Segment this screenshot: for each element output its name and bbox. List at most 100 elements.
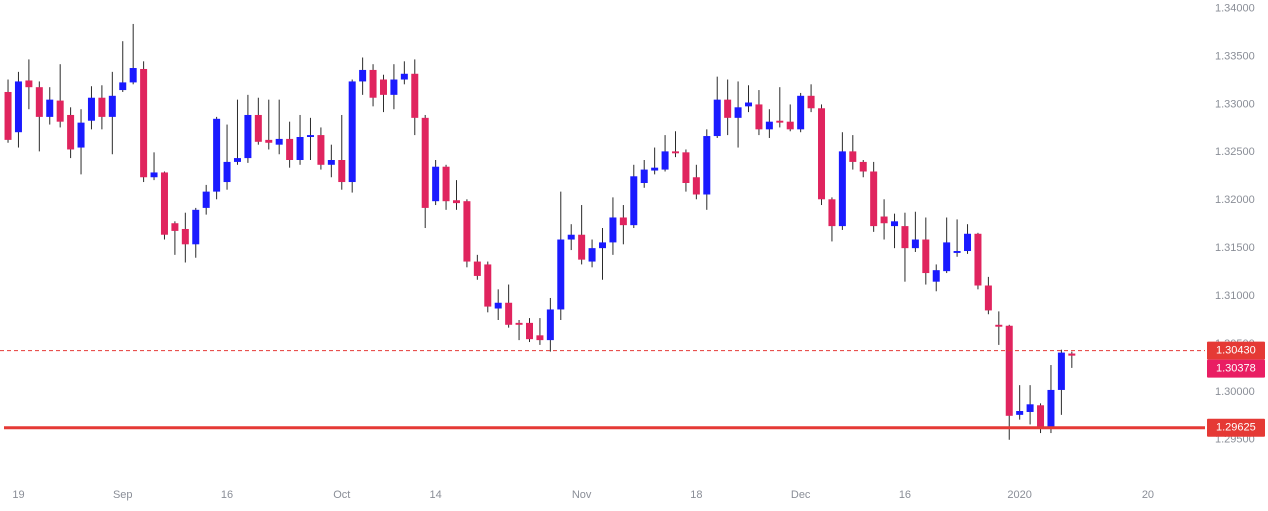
candle-body bbox=[129, 68, 137, 83]
x-tick-label: 18 bbox=[690, 489, 702, 501]
price-tag bbox=[1207, 359, 1265, 378]
candle-body bbox=[984, 285, 992, 311]
price-tag-label: 1.30378 bbox=[1216, 363, 1256, 375]
candle-body bbox=[692, 177, 700, 195]
candle-body bbox=[1057, 352, 1065, 390]
y-tick-label: 1.34000 bbox=[1215, 3, 1255, 15]
candle-body bbox=[995, 324, 1003, 327]
candle-body bbox=[651, 167, 659, 171]
candle-body bbox=[807, 95, 815, 109]
candle-body bbox=[640, 169, 648, 183]
candle-body bbox=[432, 166, 440, 202]
candle-body bbox=[275, 138, 283, 145]
candle-body bbox=[494, 302, 502, 309]
candle-body bbox=[599, 242, 606, 249]
candle-body bbox=[244, 114, 252, 159]
candle-body bbox=[181, 228, 189, 245]
candle-body bbox=[4, 91, 12, 140]
candle-body bbox=[400, 73, 408, 80]
candle-body bbox=[452, 200, 460, 204]
price-tag-label: 1.30430 bbox=[1216, 345, 1256, 357]
candle-body bbox=[233, 158, 241, 162]
candle-body bbox=[56, 100, 64, 122]
candle-body bbox=[87, 97, 95, 121]
candle-body bbox=[1047, 389, 1055, 428]
x-tick-label: 2020 bbox=[1007, 489, 1031, 501]
candle-body bbox=[755, 104, 763, 130]
candle-body bbox=[484, 264, 492, 307]
candle-body bbox=[974, 233, 982, 286]
candle-body bbox=[463, 201, 471, 262]
candle-body bbox=[1037, 405, 1045, 428]
candle-body bbox=[828, 199, 836, 227]
candle-body bbox=[734, 107, 742, 118]
candle-body bbox=[703, 136, 711, 195]
candle-body bbox=[661, 151, 669, 170]
y-tick-label: 1.33500 bbox=[1215, 50, 1255, 62]
candle-body bbox=[14, 81, 22, 133]
candle-body bbox=[765, 121, 773, 130]
candle-body bbox=[525, 322, 533, 340]
candle-body bbox=[891, 221, 899, 227]
candle-body bbox=[473, 261, 481, 276]
y-tick-label: 1.31000 bbox=[1215, 290, 1255, 302]
candle-body bbox=[1026, 404, 1034, 412]
candle-body bbox=[849, 151, 857, 162]
candle-body bbox=[745, 102, 753, 107]
candle-body bbox=[35, 87, 43, 117]
x-tick-label: 16 bbox=[221, 489, 233, 501]
candle-body bbox=[619, 217, 627, 226]
candle-body bbox=[682, 152, 690, 183]
candle-body bbox=[192, 209, 200, 245]
y-tick-label: 1.33000 bbox=[1215, 98, 1255, 110]
candle-body bbox=[546, 309, 554, 341]
candle-body bbox=[536, 335, 544, 341]
candle-body bbox=[672, 151, 680, 154]
candle-body bbox=[265, 139, 273, 143]
candle-body bbox=[338, 160, 346, 183]
price-tag-label: 1.29625 bbox=[1216, 422, 1256, 434]
candle-body bbox=[296, 137, 304, 160]
candle-body bbox=[713, 99, 721, 137]
x-tick-label: Oct bbox=[333, 489, 350, 501]
candle-body bbox=[359, 69, 367, 82]
candle-body bbox=[286, 138, 294, 160]
candle-body bbox=[901, 226, 909, 249]
candle-body bbox=[411, 73, 419, 118]
y-tick-label: 1.30000 bbox=[1215, 386, 1255, 398]
candle-body bbox=[786, 121, 794, 130]
candle-body bbox=[421, 117, 429, 208]
candle-body bbox=[442, 166, 450, 202]
candle-body bbox=[171, 223, 179, 231]
x-tick-label: 14 bbox=[430, 489, 442, 501]
candle-body bbox=[119, 82, 127, 91]
candle-body bbox=[1068, 353, 1076, 356]
candle-body bbox=[317, 135, 325, 165]
x-tick-label: 19 bbox=[12, 489, 24, 501]
candle-body bbox=[213, 118, 221, 192]
y-tick-label: 1.32500 bbox=[1215, 146, 1255, 158]
candle-body bbox=[557, 239, 565, 310]
candle-body bbox=[223, 161, 231, 183]
candle-body bbox=[953, 251, 961, 253]
candle-body bbox=[797, 95, 805, 130]
candle-body bbox=[515, 322, 523, 325]
candle-body bbox=[578, 234, 586, 260]
candle-body bbox=[327, 160, 335, 165]
candle-body bbox=[369, 69, 377, 98]
candle-body bbox=[1016, 411, 1024, 415]
x-tick-label: Nov bbox=[572, 489, 592, 501]
candle-body bbox=[776, 120, 784, 123]
candle-body bbox=[724, 99, 732, 118]
candle-body bbox=[964, 233, 972, 252]
candle-body bbox=[202, 191, 210, 208]
candle-body bbox=[254, 114, 262, 142]
candle-body bbox=[630, 176, 638, 226]
candle-body bbox=[859, 161, 867, 172]
candle-body bbox=[880, 216, 888, 224]
candle-body bbox=[588, 248, 596, 262]
y-tick-label: 1.32000 bbox=[1215, 194, 1255, 206]
x-tick-label: Dec bbox=[791, 489, 811, 501]
candle-body bbox=[932, 270, 940, 282]
